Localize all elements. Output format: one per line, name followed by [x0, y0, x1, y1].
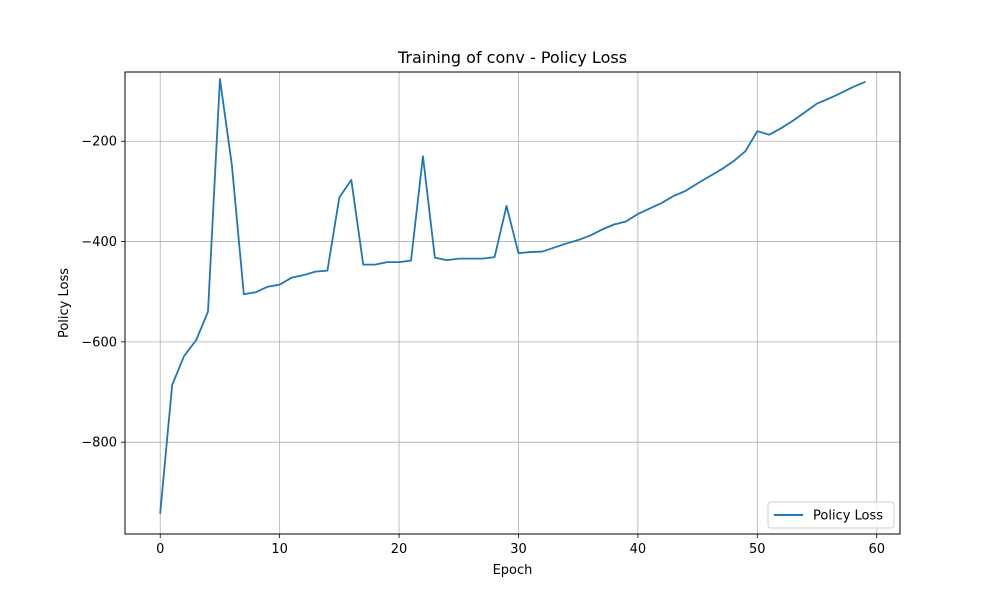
ticks: 0 10 20 30 40 50 60 −800 −600 −400 −200: [81, 135, 885, 557]
chart-title: Training of conv - Policy Loss: [397, 48, 627, 67]
plot-frame: [124, 71, 901, 535]
x-tick-label: 0: [156, 542, 164, 557]
legend-box: [767, 501, 895, 529]
series-layer: [159, 78, 866, 514]
legend-label: Policy Loss: [813, 509, 883, 524]
x-tick-label: 20: [391, 542, 408, 557]
y-tick-label: −800: [81, 436, 117, 451]
y-axis-label: Policy Loss: [57, 268, 72, 338]
y-tick-label: −600: [81, 335, 117, 350]
x-tick-label: 10: [271, 542, 288, 557]
x-tick-label: 50: [749, 542, 766, 557]
x-tick-label: 30: [510, 542, 527, 557]
y-tick-label: −200: [81, 135, 117, 150]
y-tick-label: −400: [81, 235, 117, 250]
series-line-policy-loss: [159, 78, 866, 514]
x-tick-label: 40: [630, 542, 647, 557]
x-axis-label: Epoch: [493, 563, 533, 578]
x-tick-label: 60: [868, 542, 885, 557]
grid: [125, 72, 900, 534]
legend: Policy Loss: [767, 501, 895, 529]
